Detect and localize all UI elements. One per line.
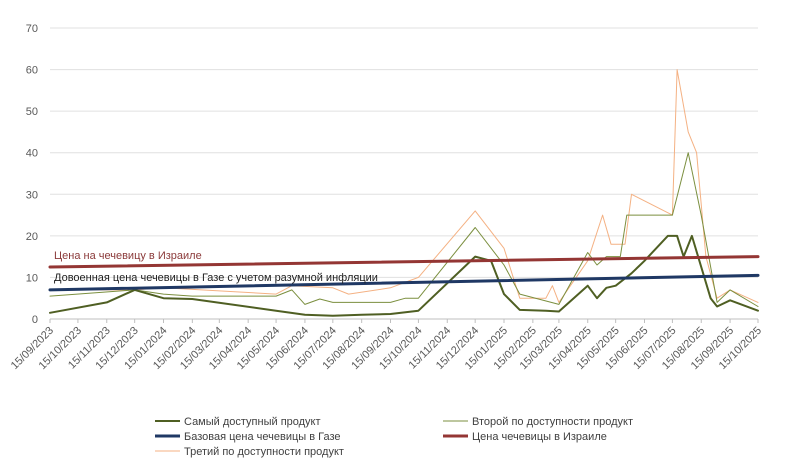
- annotation-israel-price: Цена на чечевицу в Израиле: [54, 250, 202, 262]
- y-tick-label: 40: [26, 148, 38, 160]
- series-layer: [48, 69, 760, 317]
- y-axis: 0 10 20 30 40 50 60 70: [26, 23, 38, 326]
- grid-layer: [50, 27, 758, 320]
- y-tick-label: 50: [26, 106, 38, 118]
- y-tick-label: 0: [32, 314, 38, 326]
- legend-label: Второй по доступности продукт: [472, 416, 633, 428]
- series-line-4: [48, 255, 760, 269]
- y-tick-label: 30: [26, 189, 38, 201]
- y-tick-label: 10: [26, 272, 38, 284]
- y-tick-label: 60: [26, 65, 38, 77]
- x-axis: 15/09/202315/10/202315/11/202315/12/2023…: [9, 319, 764, 372]
- series-line-2: [49, 69, 759, 303]
- legend-label: Цена чечевицы в Израиле: [472, 431, 607, 443]
- series-line-1: [49, 152, 759, 307]
- y-tick-label: 70: [26, 23, 38, 35]
- annotation-prewar-price: Довоенная цена чечевицы в Газе с учетом …: [54, 272, 378, 284]
- legend: Самый доступный продукт Второй по доступн…: [155, 416, 633, 458]
- series-line-3: [48, 273, 760, 292]
- annotations: Цена на чечевицу в Израиле Довоенная цена…: [54, 250, 378, 284]
- legend-label: Третий по доступности продукт: [184, 446, 344, 458]
- y-tick-label: 20: [26, 231, 38, 243]
- legend-label: Базовая цена чечевицы в Газе: [184, 431, 341, 443]
- legend-label: Самый доступный продукт: [184, 416, 321, 428]
